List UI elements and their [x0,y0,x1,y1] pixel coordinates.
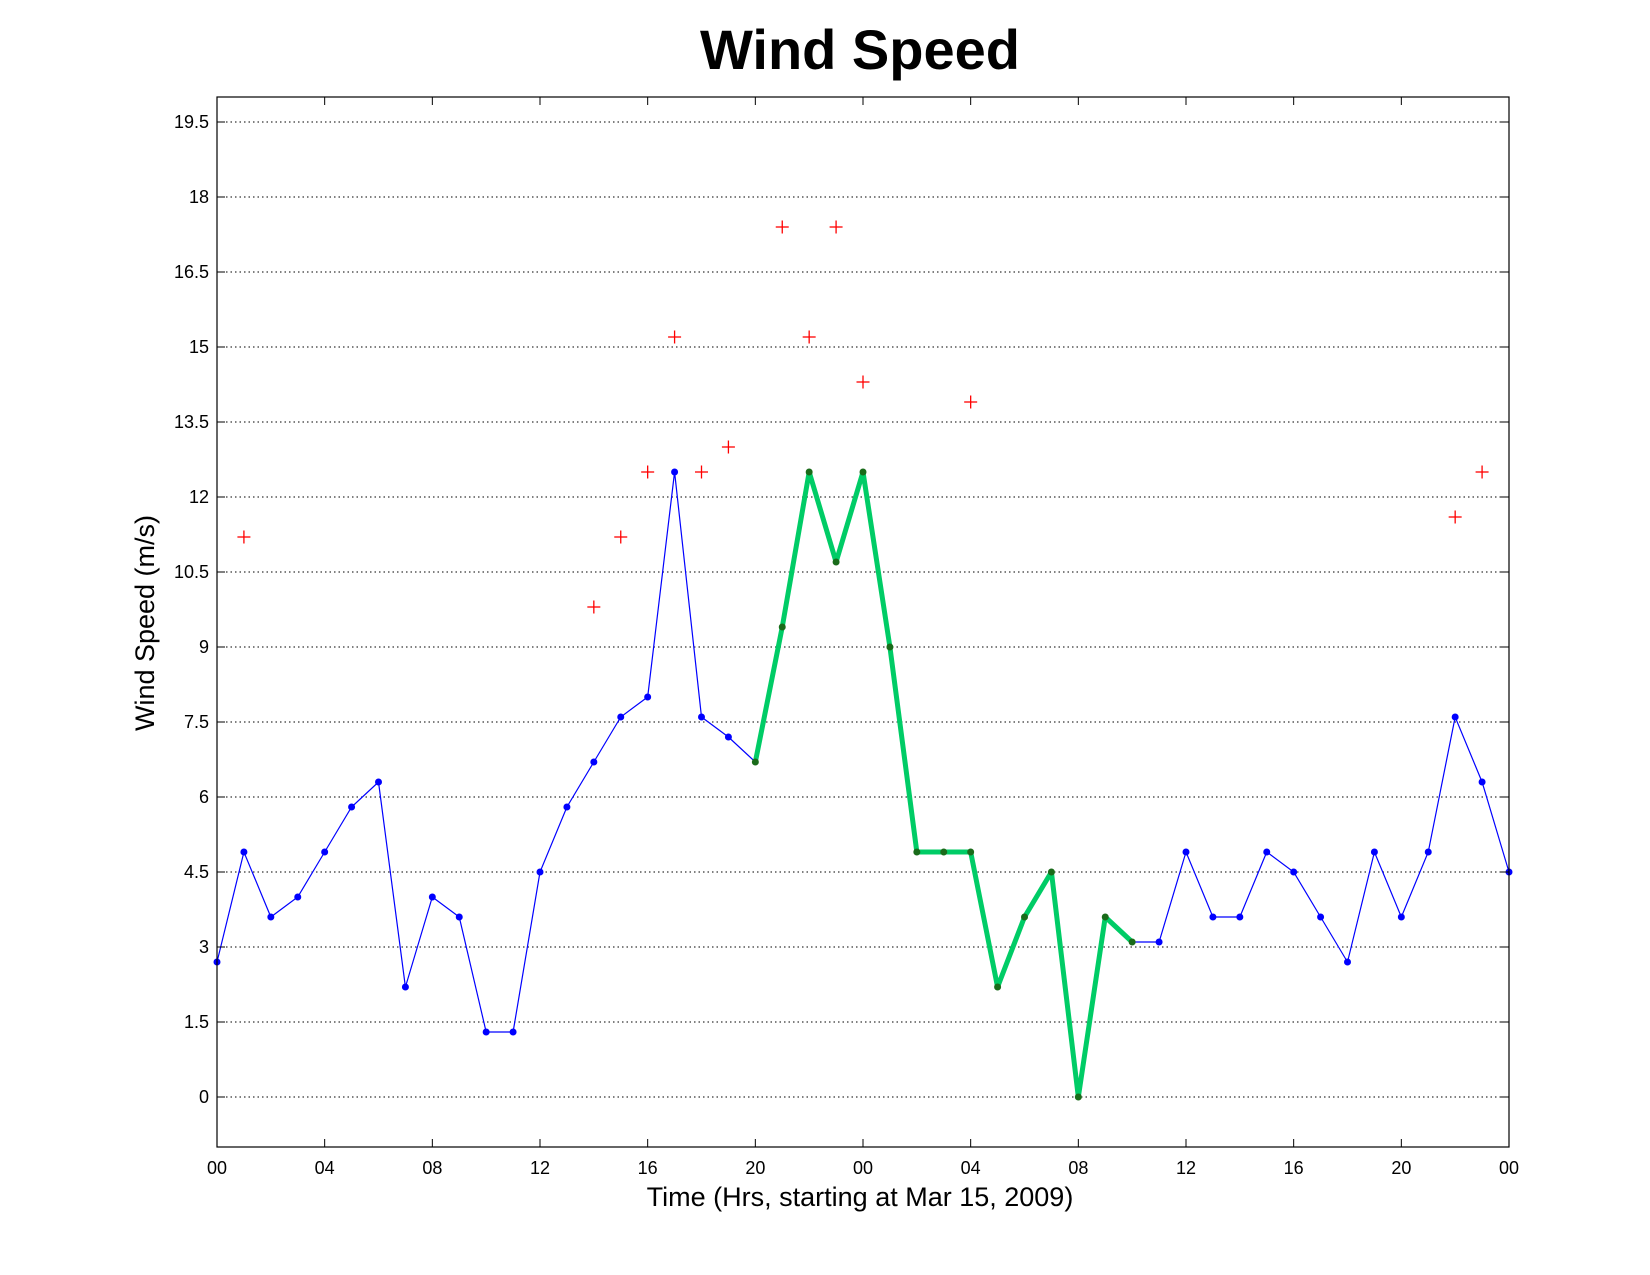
gust-marker [802,330,816,344]
x-tick-label: 08 [422,1158,442,1178]
gust-marker [695,465,708,479]
wind-speed-point [509,1028,517,1036]
wind-speed-point [1451,713,1459,721]
plot-frame [216,96,1510,1148]
wind-speed-point [563,803,571,811]
y-tick-label: 13.5 [174,412,209,432]
highlight-point [940,848,948,856]
wind-speed-point [1397,913,1405,921]
y-tick-label: 0 [199,1087,209,1107]
highlight-point [1074,1093,1082,1101]
x-tick-label: 16 [1284,1158,1304,1178]
highlight-point [967,848,975,856]
x-tick-label: 04 [315,1158,335,1178]
wind-speed-point [698,713,705,721]
highlight-point [778,623,786,631]
y-tick-label: 9 [199,637,209,657]
highlight-point [751,758,759,766]
gust-marker [856,375,870,389]
x-tick-label: 00 [207,1158,227,1178]
gust-marker [614,530,628,544]
wind-speed-point [1236,913,1244,921]
highlight-point [1021,913,1028,921]
wind-speed-point [1344,958,1351,966]
y-axis-label: Wind Speed (m/s) [130,515,160,731]
wind-speed-point [482,1028,490,1036]
y-tick-label: 12 [189,487,209,507]
x-tick-label: 12 [530,1158,550,1178]
y-tick-label: 18 [189,187,209,207]
y-tick-label: 7.5 [184,712,209,732]
wind-speed-point [1290,868,1298,876]
highlight-point [1047,868,1055,876]
highlight-point [859,468,867,476]
wind-speed-point [455,913,463,921]
wind-speed-point [617,713,625,721]
x-tick-label: 16 [638,1158,658,1178]
highlight-point [886,643,894,651]
wind-speed-point [1263,848,1271,856]
wind-speed-point [375,778,382,786]
wind-speed-point [401,983,409,991]
y-tick-label: 1.5 [184,1012,209,1032]
y-tick-label: 15 [189,337,209,357]
axis-ticks: 0 1.5 3 4.5 6 7.5 9 10.5 12 13.5 15 16.5 18 19.5 00 04 0… [174,97,1519,1178]
wind-speed-point [428,893,436,901]
gust-marker [964,395,978,409]
x-axis-label: Time (Hrs, starting at Mar 15, 2009) [647,1182,1074,1212]
wind-speed-point [1209,913,1217,921]
grid-lines [217,121,1509,1098]
chart-title: Wind Speed [700,18,1020,81]
x-tick-label: 08 [1068,1158,1088,1178]
wind-speed-point [724,733,732,741]
wind-speed-point [1424,848,1432,856]
gust-marker [587,600,601,614]
x-tick-label: 04 [961,1158,981,1178]
gust-marker [1475,465,1489,479]
wind-speed-point [1155,938,1163,946]
y-tick-label: 6 [199,787,209,807]
highlight-point [1101,913,1109,921]
wind-speed-point [536,868,544,876]
gust-marker [237,530,251,544]
y-tick-label: 19.5 [174,112,209,132]
y-tick-label: 4.5 [184,862,209,882]
highlight-point [913,848,921,856]
x-tick-label: 20 [745,1158,765,1178]
wind-speed-point [348,803,356,811]
highlight-point [832,558,840,566]
gust-marker [1448,510,1462,524]
highlight-point [994,983,1002,991]
gust-marker [668,330,682,344]
wind-speed-point [1317,913,1325,921]
highlight-point [1128,938,1136,946]
x-tick-label: 00 [853,1158,873,1178]
x-tick-label: 00 [1499,1158,1519,1178]
wind-speed-point [1370,848,1378,856]
highlight-point [805,468,813,476]
x-tick-label: 12 [1176,1158,1196,1178]
wind-speed-point [321,848,329,856]
gust-marker [775,220,789,234]
x-tick-label: 20 [1391,1158,1411,1178]
wind-speed-point [590,758,598,766]
highlight-line [752,469,1134,1100]
wind-speed-point [644,693,652,701]
wind-speed-point [267,913,275,921]
wind-speed-point [294,893,302,901]
gust-marker [641,465,655,479]
y-tick-label: 10.5 [174,562,209,582]
y-tick-label: 3 [199,937,209,957]
wind-speed-line [216,471,1510,1098]
plot-series [213,220,1513,1101]
gust-marker [829,220,843,234]
wind-speed-point [240,848,248,856]
wind-speed-point [1182,848,1190,856]
wind-speed-point [671,468,679,476]
wind-speed-point [1478,778,1486,786]
gust-marker [721,440,735,454]
y-tick-label: 16.5 [174,262,209,282]
